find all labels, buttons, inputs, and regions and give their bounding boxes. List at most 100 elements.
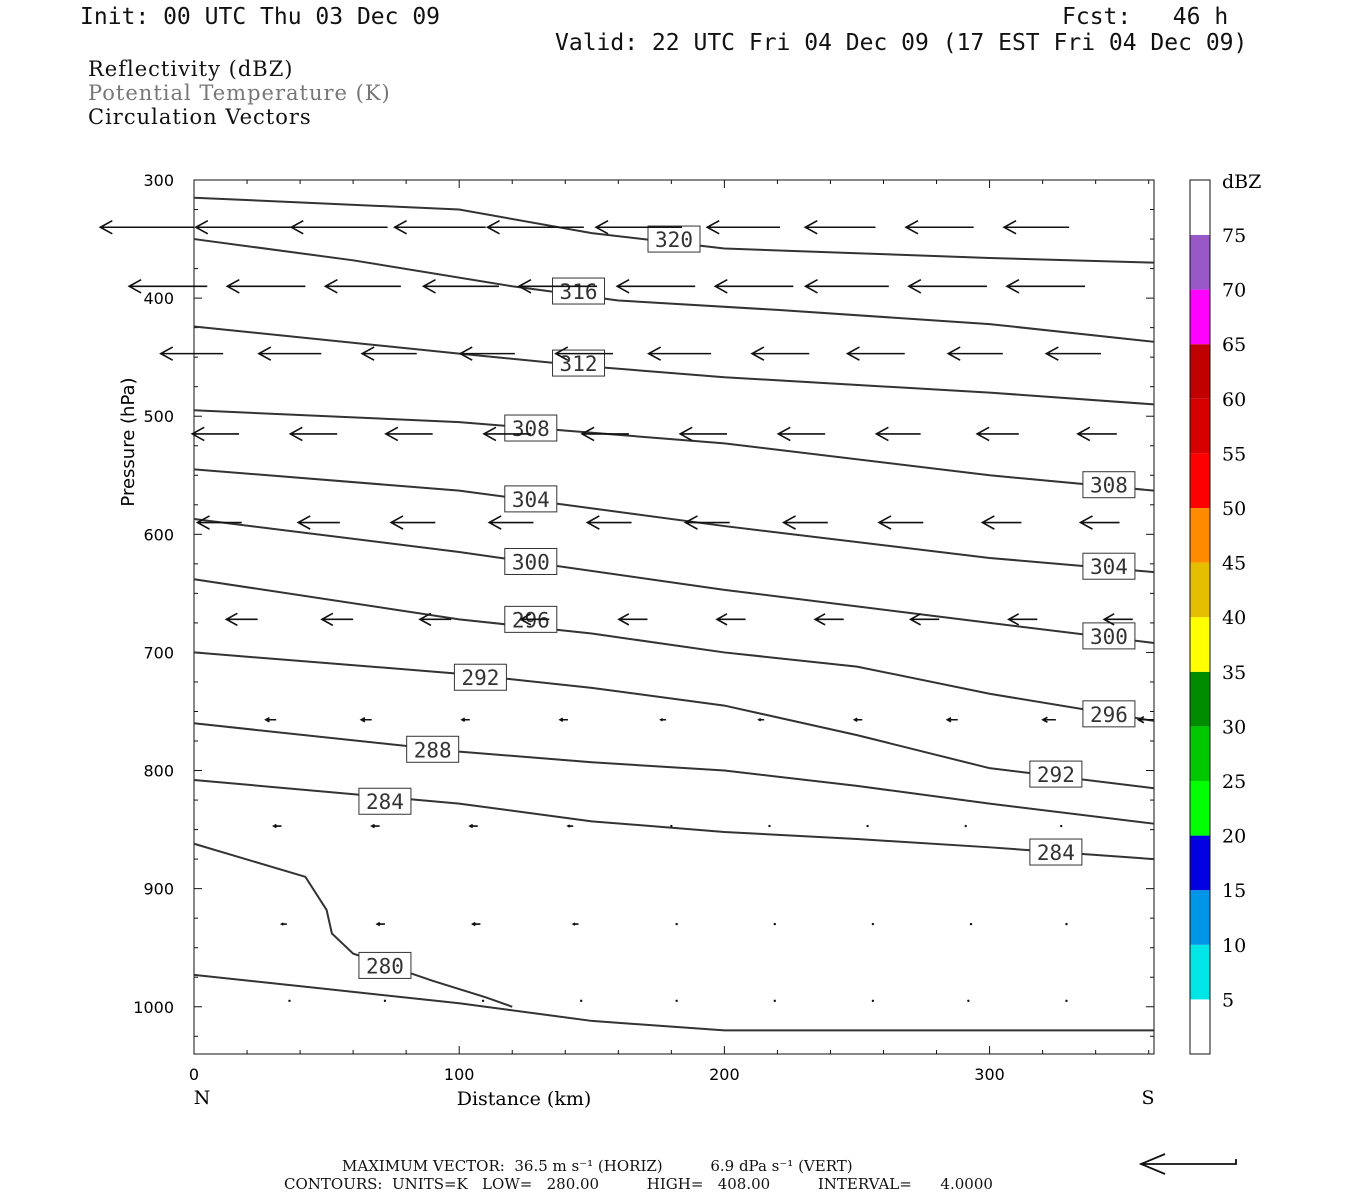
- isentrope-300: [193, 517, 1155, 644]
- contour-label: 300: [1090, 625, 1128, 649]
- vector-arrow: [781, 515, 828, 530]
- vector-arrow: [1102, 613, 1133, 626]
- vector-arrow: [615, 278, 696, 294]
- contour-label-box: [1082, 471, 1136, 499]
- vector-arrow: [871, 922, 875, 926]
- vector-arrow: [946, 346, 1003, 361]
- colorbar-level-label: 50: [1222, 498, 1246, 520]
- vector-arrow: [594, 219, 682, 235]
- colorbar-level-label: 65: [1222, 334, 1246, 356]
- vector-arrow: [773, 999, 776, 1003]
- colorbar-segment: [1190, 835, 1210, 891]
- vector-arrow: [224, 612, 258, 627]
- vector-arrow: [279, 922, 287, 926]
- contour-label-box: [1029, 838, 1083, 866]
- vector-arrow: [1078, 515, 1120, 530]
- vector-arrow: [580, 426, 629, 442]
- contour-label-box: [1082, 552, 1136, 580]
- vector-arrow: [945, 717, 958, 723]
- vector-arrow: [813, 613, 844, 626]
- field-circulation-vectors: Circulation Vectors: [88, 105, 312, 129]
- vector-arrow: [845, 346, 905, 361]
- contour-label: 312: [560, 352, 598, 376]
- contour-label: 304: [1090, 555, 1128, 579]
- colorbar-level-label: 40: [1222, 607, 1246, 629]
- vector-arrow: [264, 717, 277, 723]
- vector-arrow: [585, 515, 632, 530]
- colorbar-segment: [1190, 398, 1210, 454]
- colorbar-level-label: 35: [1222, 662, 1246, 684]
- vector-arrow: [768, 824, 771, 828]
- colorbar-level-label: 45: [1222, 553, 1246, 575]
- vector-arrow: [1005, 278, 1086, 294]
- colorbar-segment: [1190, 453, 1210, 508]
- contour-label: 288: [414, 738, 452, 762]
- vector-arrow: [1041, 716, 1056, 723]
- colorbar-level-label: 5: [1222, 989, 1234, 1011]
- vector-arrow: [384, 426, 433, 442]
- contour-label-box: [504, 485, 558, 513]
- vector-arrow: [375, 921, 385, 927]
- vector-arrow: [713, 278, 794, 294]
- contour-label-box: [1082, 622, 1136, 650]
- y-tick-label: 600: [143, 525, 174, 544]
- vector-arrow: [907, 278, 987, 294]
- x-tick-label: 0: [189, 1065, 199, 1084]
- vector-arrow: [458, 346, 515, 361]
- colorbar-level-label: 20: [1222, 826, 1246, 848]
- vector-arrow: [296, 515, 340, 530]
- vector-arrow: [1007, 613, 1038, 626]
- forecast-hour: Fcst: 46 h: [1062, 4, 1229, 30]
- vector-arrow: [159, 346, 224, 361]
- vector-arrow: [272, 823, 282, 829]
- vector-arrow: [964, 824, 967, 828]
- isentrope-280: [193, 973, 1154, 1032]
- valid-time: Valid: 22 UTC Fri 04 Dec 09 (17 EST Fri …: [555, 30, 1248, 56]
- vector-arrow: [481, 999, 485, 1003]
- x-end-label-north: N: [194, 1087, 211, 1109]
- vector-arrow: [678, 426, 728, 442]
- contour-label: 280: [366, 954, 404, 978]
- vector-arrow: [579, 999, 583, 1003]
- contour-label: 300: [512, 550, 550, 574]
- vector-arrow: [225, 278, 306, 294]
- colorbar-level-label: 55: [1222, 443, 1246, 465]
- vector-arrow: [487, 515, 534, 530]
- vector-arrow: [468, 823, 478, 829]
- colorbar-level-label: 75: [1222, 225, 1246, 247]
- contour-label-box: [358, 951, 412, 979]
- x-tick-label: 200: [709, 1065, 740, 1084]
- contour-label-box: [647, 225, 701, 253]
- vector-arrow: [558, 717, 568, 722]
- vector-arrow: [675, 922, 678, 926]
- y-tick-label: 400: [143, 289, 174, 308]
- isentrope-280: [193, 842, 513, 1008]
- colorbar-level-label: 10: [1222, 935, 1246, 957]
- colorbar-frame: [1189, 179, 1211, 1055]
- reference-vector-arrow: [1138, 1153, 1237, 1175]
- y-tick-label: 700: [143, 643, 174, 662]
- isentrope-296: [193, 578, 1155, 722]
- x-end-label-south: S: [1141, 1087, 1154, 1109]
- vector-arrow: [389, 515, 436, 530]
- vector-arrow: [190, 426, 240, 442]
- vector-arrow: [127, 278, 208, 294]
- y-tick-label: 900: [143, 880, 174, 899]
- vector-arrow: [470, 921, 481, 927]
- colorbar-segment: [1190, 617, 1210, 672]
- vector-arrow: [288, 426, 338, 442]
- footer-max-vector: MAXIMUM VECTOR: 36.5 m s⁻¹ (HORIZ) 6.9 d…: [342, 1157, 853, 1175]
- vector-arrow: [803, 219, 876, 235]
- y-tick-label: 1000: [133, 998, 174, 1017]
- vector-arrow: [904, 219, 974, 235]
- vector-arrow: [195, 515, 242, 530]
- vector-arrow: [320, 612, 354, 627]
- vector-arrow: [871, 999, 875, 1003]
- vector-arrow: [566, 824, 574, 828]
- colorbar-segment: [1190, 890, 1210, 945]
- vector-arrow: [1065, 922, 1068, 926]
- colorbar-level-label: 15: [1222, 880, 1246, 902]
- colorbar-segment: [1190, 508, 1210, 563]
- contour-label: 304: [512, 488, 550, 512]
- colorbar-level-label: 25: [1222, 771, 1246, 793]
